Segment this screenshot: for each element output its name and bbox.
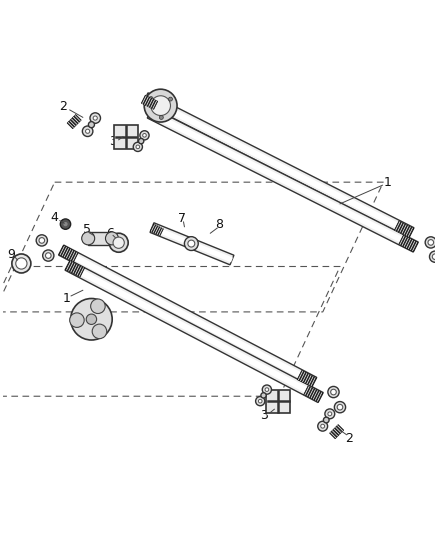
Circle shape	[144, 89, 177, 122]
Circle shape	[425, 237, 436, 248]
Polygon shape	[151, 225, 233, 262]
Circle shape	[323, 417, 329, 423]
Polygon shape	[147, 108, 418, 252]
Polygon shape	[141, 95, 158, 109]
Text: 8: 8	[215, 218, 223, 231]
Circle shape	[149, 96, 153, 101]
Text: 1: 1	[384, 176, 392, 189]
Polygon shape	[395, 221, 414, 237]
Circle shape	[64, 222, 67, 227]
Circle shape	[334, 401, 346, 413]
Circle shape	[159, 116, 163, 119]
Circle shape	[106, 232, 118, 245]
Circle shape	[90, 113, 100, 123]
Text: 2: 2	[345, 432, 353, 445]
Circle shape	[325, 409, 335, 419]
Circle shape	[36, 235, 47, 246]
Circle shape	[430, 251, 438, 262]
Circle shape	[60, 219, 71, 229]
Circle shape	[318, 421, 328, 431]
Circle shape	[143, 133, 146, 137]
Circle shape	[428, 240, 434, 245]
Circle shape	[151, 96, 170, 116]
Polygon shape	[150, 223, 234, 265]
Circle shape	[321, 424, 325, 428]
Circle shape	[113, 237, 124, 248]
Polygon shape	[266, 390, 290, 413]
Circle shape	[42, 250, 54, 261]
Circle shape	[184, 237, 198, 251]
Circle shape	[12, 254, 31, 273]
Polygon shape	[60, 247, 315, 385]
Polygon shape	[59, 245, 317, 387]
Circle shape	[138, 139, 144, 144]
Circle shape	[71, 298, 112, 340]
Text: 9: 9	[7, 248, 15, 261]
Polygon shape	[114, 125, 138, 149]
Text: 2: 2	[60, 100, 67, 113]
Circle shape	[109, 233, 128, 252]
Circle shape	[262, 385, 272, 394]
Circle shape	[432, 254, 438, 260]
Circle shape	[91, 299, 105, 313]
Circle shape	[46, 253, 51, 259]
Circle shape	[16, 258, 27, 269]
Text: 3: 3	[109, 135, 117, 148]
Circle shape	[337, 405, 343, 410]
Circle shape	[169, 97, 173, 101]
Polygon shape	[304, 386, 323, 402]
Text: 1: 1	[63, 293, 71, 305]
Circle shape	[256, 397, 265, 406]
Circle shape	[133, 142, 142, 151]
Polygon shape	[150, 224, 163, 236]
Text: 7: 7	[178, 212, 186, 225]
Circle shape	[39, 238, 45, 243]
Circle shape	[136, 145, 140, 149]
Polygon shape	[143, 93, 414, 238]
Polygon shape	[65, 261, 85, 277]
Circle shape	[82, 126, 93, 136]
Circle shape	[328, 412, 332, 416]
Circle shape	[140, 131, 149, 140]
Circle shape	[85, 129, 90, 133]
Circle shape	[82, 232, 95, 245]
Polygon shape	[330, 425, 344, 439]
Circle shape	[258, 399, 262, 403]
Circle shape	[188, 240, 195, 247]
Polygon shape	[59, 246, 78, 262]
Text: 3: 3	[261, 409, 268, 422]
Text: 6: 6	[106, 227, 114, 240]
Polygon shape	[65, 260, 323, 402]
Circle shape	[92, 324, 107, 338]
Text: 5: 5	[83, 223, 91, 236]
Circle shape	[86, 314, 97, 325]
Circle shape	[70, 313, 84, 327]
Polygon shape	[67, 115, 81, 128]
Circle shape	[93, 116, 97, 120]
Polygon shape	[66, 263, 322, 400]
Circle shape	[261, 393, 266, 398]
Circle shape	[265, 388, 268, 391]
Circle shape	[328, 386, 339, 398]
Polygon shape	[297, 370, 316, 387]
Polygon shape	[88, 232, 112, 245]
Circle shape	[88, 122, 95, 128]
Polygon shape	[144, 95, 413, 236]
Text: 4: 4	[51, 211, 59, 224]
Polygon shape	[148, 110, 417, 250]
Circle shape	[147, 100, 151, 104]
Circle shape	[331, 389, 336, 395]
Polygon shape	[399, 235, 418, 252]
